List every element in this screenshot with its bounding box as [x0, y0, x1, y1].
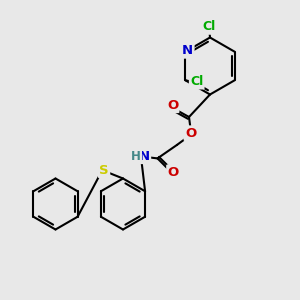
Text: N: N — [182, 44, 193, 57]
Text: N: N — [139, 150, 150, 163]
Text: O: O — [185, 127, 196, 140]
Text: H: H — [131, 150, 141, 163]
Text: Cl: Cl — [203, 20, 216, 34]
Text: Cl: Cl — [190, 75, 203, 88]
Text: S: S — [99, 164, 109, 177]
Text: O: O — [167, 99, 178, 112]
Text: O: O — [167, 166, 179, 179]
